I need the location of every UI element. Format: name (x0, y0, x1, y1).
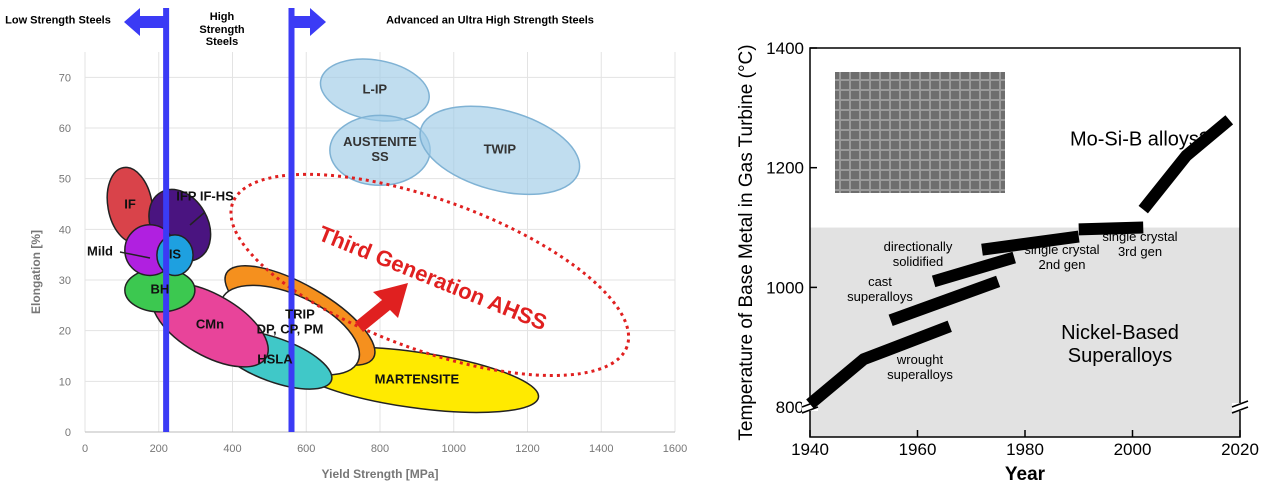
arrow (355, 283, 408, 332)
x-tick-label: 1000 (442, 443, 466, 455)
y-tick-label: 30 (59, 275, 71, 287)
region-label: IFP IF-HS (176, 190, 234, 205)
x-tick-label: 400 (223, 443, 241, 455)
divider (163, 8, 169, 432)
series-label: single crystal 3rd gen (1095, 230, 1185, 260)
region-label: L-IP (363, 83, 388, 98)
x-tick-label: 1200 (515, 443, 539, 455)
region-label: DP, CP, PM (257, 323, 324, 338)
region-label: AUSTENITE SS (340, 135, 420, 165)
region-label: Mild (87, 245, 113, 260)
series-label: Mo-Si-B alloys? (1060, 129, 1220, 152)
y-tick-label: 60 (59, 123, 71, 135)
x-tick-label: 2020 (1221, 440, 1259, 459)
x-axis-title: Year (1005, 464, 1046, 485)
zone-label: Advanced an Ultra High Strength Steels (360, 15, 620, 28)
y-axis-title: Temperature of Base Metal in Gas Turbine… (736, 44, 757, 440)
y-tick-label: 40 (59, 224, 71, 236)
region-label: IF (124, 198, 136, 213)
x-tick-label: 1400 (589, 443, 613, 455)
divider (289, 8, 295, 432)
y-tick-label: 10 (59, 376, 71, 388)
zone-arrow (292, 8, 327, 36)
series-label: wrought superalloys (875, 353, 965, 383)
y-tick-label: 0 (65, 427, 71, 439)
y-tick-label: 1000 (766, 278, 804, 297)
series-label: cast superalloys (840, 275, 920, 305)
zone-label: High Strength Steels (187, 11, 257, 49)
shade-label: Nickel-Based Superalloys (1055, 322, 1185, 368)
zone-arrow (124, 8, 166, 36)
x-tick-label: 2000 (1114, 440, 1152, 459)
y-tick-label: 70 (59, 72, 71, 84)
region-label: BH (150, 283, 169, 298)
x-tick-label: 1960 (899, 440, 937, 459)
y-tick-label: 50 (59, 174, 71, 186)
series-label: directionally solidified (868, 240, 968, 270)
x-tick-label: 800 (371, 443, 389, 455)
region-label: HSLA (257, 353, 292, 368)
zone-label: Low Strength Steels (0, 15, 118, 28)
series-label: single crystal 2nd gen (1017, 243, 1107, 273)
inset-image (835, 72, 1005, 193)
y-axis-title: Elongation [%] (29, 230, 43, 314)
x-tick-label: 600 (297, 443, 315, 455)
region-label: MARTENSITE (375, 372, 455, 387)
x-tick-label: 1600 (663, 443, 687, 455)
x-tick-label: 1940 (791, 440, 829, 459)
y-tick-label: 800 (776, 398, 804, 417)
region-label: TRIP (285, 308, 315, 323)
region-label: TWIP (484, 143, 517, 158)
x-tick-label: 0 (82, 443, 88, 455)
y-tick-label: 20 (59, 326, 71, 338)
region-label: CMn (196, 318, 224, 333)
region-label: IS (169, 248, 181, 263)
page: 0 200 400 600 800 1000 1200 1400 1600 0 10 20 30 40 50… (0, 0, 1274, 485)
y-tick-label: 1200 (766, 159, 804, 178)
x-tick-label: 200 (150, 443, 168, 455)
x-tick-label: 1980 (1006, 440, 1044, 459)
y-tick-label: 1400 (766, 39, 804, 58)
x-axis-title: Yield Strength [MPa] (322, 467, 439, 481)
